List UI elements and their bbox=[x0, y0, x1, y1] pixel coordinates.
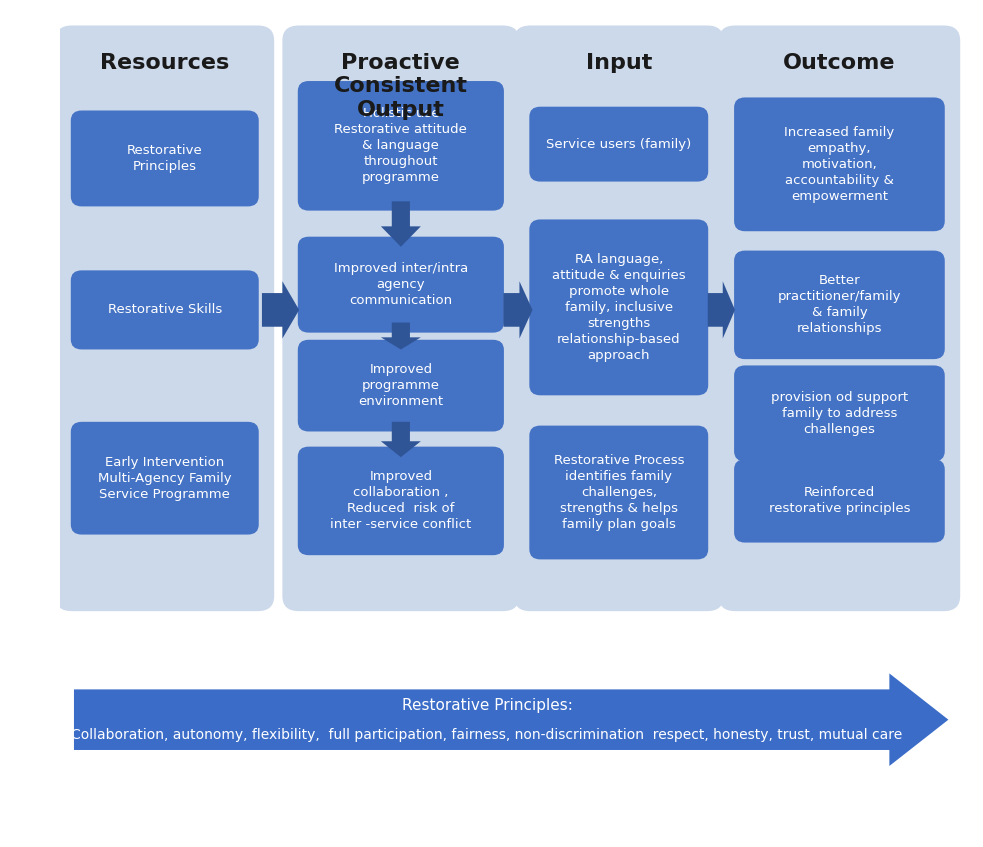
Text: Restorative Principles:: Restorative Principles: bbox=[402, 698, 572, 713]
Polygon shape bbox=[74, 673, 949, 766]
FancyBboxPatch shape bbox=[71, 270, 259, 350]
Text: Restorative
Principles: Restorative Principles bbox=[127, 144, 202, 173]
FancyBboxPatch shape bbox=[719, 25, 960, 612]
FancyBboxPatch shape bbox=[529, 425, 708, 559]
Text: Restorative Skills: Restorative Skills bbox=[108, 303, 222, 317]
Text: Service users (family): Service users (family) bbox=[547, 138, 691, 151]
FancyBboxPatch shape bbox=[298, 446, 504, 555]
FancyBboxPatch shape bbox=[298, 340, 504, 431]
FancyBboxPatch shape bbox=[514, 25, 723, 612]
Text: Proactive
Consistent
Output: Proactive Consistent Output bbox=[334, 53, 468, 119]
Text: Holistic use
Restorative attitude
& language
throughout
programme: Holistic use Restorative attitude & lang… bbox=[334, 108, 467, 185]
Text: Improved inter/intra
agency
communication: Improved inter/intra agency communicatio… bbox=[333, 263, 468, 307]
Text: Improved
collaboration ,
Reduced  risk of
inter -service conflict: Improved collaboration , Reduced risk of… bbox=[330, 470, 472, 531]
FancyBboxPatch shape bbox=[529, 219, 708, 396]
Polygon shape bbox=[380, 202, 421, 246]
Text: Collaboration, autonomy, flexibility,  full participation, fairness, non-discrim: Collaboration, autonomy, flexibility, fu… bbox=[72, 728, 902, 742]
Text: Increased family
empathy,
motivation,
accountability &
empowerment: Increased family empathy, motivation, ac… bbox=[784, 126, 895, 202]
Text: Early Intervention
Multi-Agency Family
Service Programme: Early Intervention Multi-Agency Family S… bbox=[98, 456, 232, 501]
Text: RA language,
attitude & enquiries
promote whole
family, inclusive
strengths
rela: RA language, attitude & enquiries promot… bbox=[552, 253, 685, 362]
Text: Restorative Process
identifies family
challenges,
strengths & helps
family plan : Restorative Process identifies family ch… bbox=[553, 454, 684, 531]
Text: Better
practitioner/family
& family
relationships: Better practitioner/family & family rela… bbox=[778, 274, 901, 335]
FancyBboxPatch shape bbox=[55, 25, 274, 612]
FancyBboxPatch shape bbox=[734, 459, 945, 543]
FancyBboxPatch shape bbox=[298, 236, 504, 333]
FancyBboxPatch shape bbox=[734, 97, 945, 231]
Text: Improved
programme
environment: Improved programme environment bbox=[358, 363, 443, 408]
Polygon shape bbox=[261, 281, 299, 339]
Text: Input: Input bbox=[586, 53, 652, 73]
Text: Outcome: Outcome bbox=[783, 53, 896, 73]
Text: Resources: Resources bbox=[100, 53, 229, 73]
FancyBboxPatch shape bbox=[71, 422, 259, 534]
Polygon shape bbox=[380, 323, 421, 350]
Text: Reinforced
restorative principles: Reinforced restorative principles bbox=[769, 486, 910, 516]
FancyBboxPatch shape bbox=[734, 365, 945, 462]
Polygon shape bbox=[503, 281, 533, 339]
FancyBboxPatch shape bbox=[529, 107, 708, 181]
Polygon shape bbox=[708, 281, 735, 339]
FancyBboxPatch shape bbox=[71, 110, 259, 207]
FancyBboxPatch shape bbox=[298, 81, 504, 211]
Polygon shape bbox=[380, 422, 421, 457]
Text: provision od support
family to address
challenges: provision od support family to address c… bbox=[771, 391, 908, 436]
FancyBboxPatch shape bbox=[734, 251, 945, 359]
FancyBboxPatch shape bbox=[282, 25, 519, 612]
